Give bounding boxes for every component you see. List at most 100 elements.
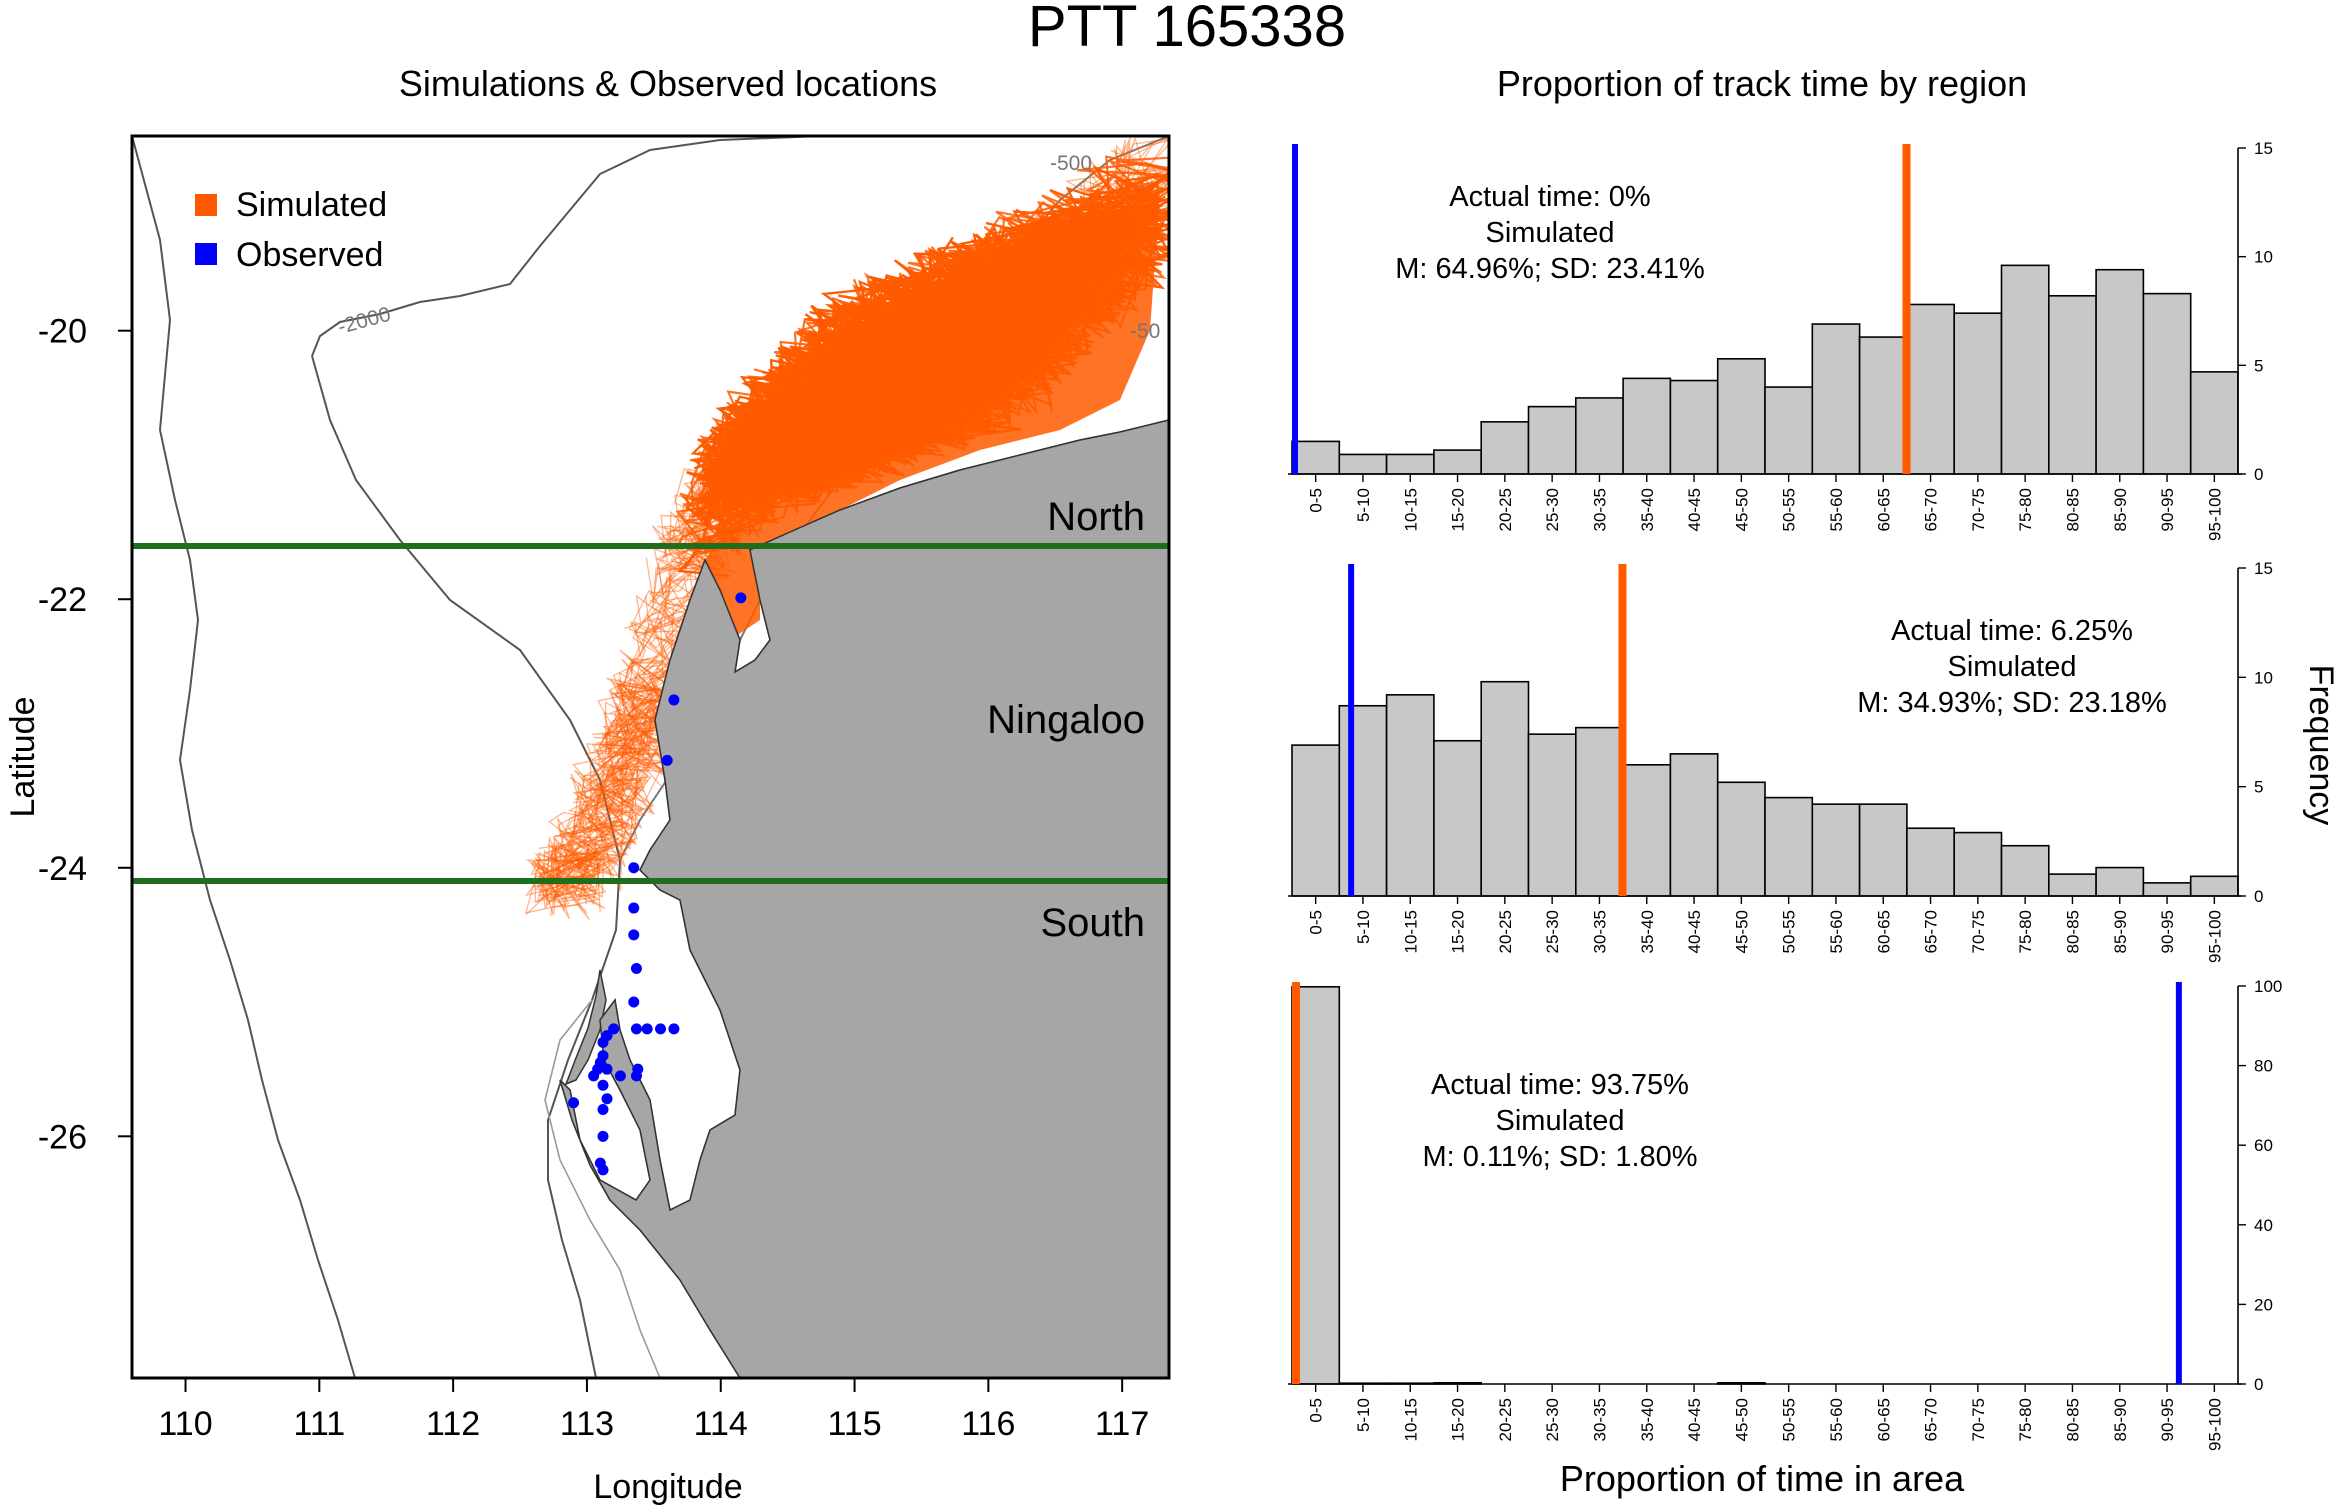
hist-bar <box>1669 379 1719 475</box>
hist-x-tick-label: 30-35 <box>1590 488 1609 531</box>
hist-y-tick-label: 0 <box>2254 1375 2263 1394</box>
actual-time-line <box>1292 144 1298 474</box>
hist-x-tick-label: 55-60 <box>1827 488 1846 531</box>
hist-x-tick-label: 45-50 <box>1732 910 1751 953</box>
simulated-track-faint <box>783 362 894 416</box>
hist-x-tick-label: 95-100 <box>2205 910 2224 963</box>
simulated-track-faint <box>741 395 867 474</box>
hist-bar <box>1433 739 1483 897</box>
hist-bar <box>1527 405 1577 475</box>
observed-point <box>641 1023 653 1035</box>
hist-y-tick-label: 10 <box>2254 668 2273 687</box>
hist-y-tick-label: 5 <box>2254 778 2263 797</box>
hist-bar <box>1291 440 1341 475</box>
observed-point <box>628 929 640 941</box>
simulated-track-faint <box>1115 144 1169 220</box>
hist-bar <box>1622 377 1672 475</box>
hist-x-tick-label: 0-5 <box>1307 488 1326 513</box>
hist-x-tick-label: 50-55 <box>1780 910 1799 953</box>
map-y-tick-label: -24 <box>38 850 87 888</box>
simulated-track-faint <box>739 401 831 463</box>
simulated-track-faint <box>651 525 725 627</box>
simulated-track-faint <box>721 425 791 489</box>
hist-annotation-line: Simulated <box>1496 1105 1625 1137</box>
hist-x-tick-label: 75-80 <box>2016 1398 2035 1441</box>
simulated-track-faint <box>588 689 666 769</box>
simulated-track-faint <box>538 850 588 914</box>
map-frame <box>130 134 1171 1380</box>
hist-bar <box>1385 694 1435 897</box>
simulated-tracks <box>524 136 1169 921</box>
simulated-track-faint <box>624 594 705 671</box>
hist-x-tick-label: 65-70 <box>1922 1398 1941 1441</box>
simulated-track-faint <box>1092 136 1169 227</box>
hist-annotation-line: Actual time: 0% <box>1449 181 1650 213</box>
simulated-track-faint <box>683 480 735 548</box>
figure-title: PTT 165338 <box>1028 0 1346 59</box>
hist-bar <box>1433 449 1483 475</box>
hist-y-tick-label: 40 <box>2254 1216 2273 1235</box>
hist-x-tick-label: 95-100 <box>2205 1398 2224 1451</box>
hist-x-tick-label: 0-5 <box>1307 910 1326 935</box>
map-x-tick-label: 113 <box>560 1405 614 1443</box>
simulated-track-faint <box>624 583 712 674</box>
simulated-track-faint <box>692 451 764 515</box>
simulated-mean-line <box>1902 144 1911 474</box>
observed-point <box>628 996 640 1008</box>
observed-point <box>630 962 642 974</box>
contour-label-50: -50 <box>1130 320 1160 343</box>
simulated-track-faint <box>525 846 606 916</box>
simulated-track-faint <box>538 824 619 903</box>
hist-x-tick-label: 10-15 <box>1401 488 1420 531</box>
hist-bar <box>1716 358 1766 475</box>
simulated-track-faint <box>580 759 653 856</box>
simulated-track-faint <box>673 454 765 534</box>
simulated-track-faint <box>569 777 646 846</box>
hist-bar <box>1385 453 1435 475</box>
simulated-track-faint <box>559 791 637 865</box>
simulated-track-faint <box>744 401 819 479</box>
hist-bar <box>1338 453 1388 475</box>
simulated-track-faint <box>824 313 934 401</box>
map-x-tick-label: 114 <box>694 1405 748 1443</box>
hist-x-tick-label: 90-95 <box>2158 910 2177 953</box>
hist-bar <box>1575 726 1624 897</box>
hist-x-tick-label: 5-10 <box>1354 910 1373 944</box>
hist-y-tick-label: 0 <box>2254 887 2263 906</box>
hist-y-tick-label: 15 <box>2254 139 2273 158</box>
simulated-track-faint <box>534 837 598 906</box>
simulated-track-faint <box>601 691 681 745</box>
observed-point <box>668 1023 680 1035</box>
hist-bar <box>1527 733 1577 897</box>
observed-point <box>597 1036 609 1048</box>
hist-bar <box>1669 753 1719 897</box>
region-label-ningaloo: Ningaloo <box>987 698 1145 742</box>
hist-bar <box>1811 323 1861 475</box>
observed-point <box>735 592 747 604</box>
simulated-track-faint <box>685 471 752 518</box>
hist-x-tick-label: 20-25 <box>1496 1398 1515 1441</box>
simulated-track-faint <box>632 557 711 664</box>
simulated-track-faint <box>583 795 637 872</box>
hist-bar <box>1764 386 1814 475</box>
simulated-track-faint <box>714 422 796 493</box>
hist-x-tick-label: 60-65 <box>1874 1398 1893 1441</box>
hist-y-tick-label: 80 <box>2254 1057 2273 1076</box>
hist-x-tick-label: 80-85 <box>2063 488 2082 531</box>
hist-x-tick-label: 15-20 <box>1449 1398 1468 1441</box>
hist-bar <box>1858 803 1908 897</box>
hist-annotation-line: M: 64.96%; SD: 23.41% <box>1395 253 1705 285</box>
map-y-label: Latitude <box>4 697 42 818</box>
observed-point <box>597 1164 609 1176</box>
hist-y-tick-label: 100 <box>2254 977 2282 996</box>
simulated-track-faint <box>761 389 853 444</box>
map-y-tick-label: -22 <box>38 581 87 619</box>
observed-point <box>568 1097 580 1109</box>
map-x-tick-label: 115 <box>827 1405 881 1443</box>
hist-y-tick-label: 20 <box>2254 1295 2273 1314</box>
simulated-track-faint <box>722 427 814 499</box>
map-x-tick-label: 110 <box>158 1405 212 1443</box>
simulated-track-faint <box>906 250 1024 342</box>
observed-point <box>588 1070 600 1082</box>
simulated-track-faint <box>630 595 687 676</box>
